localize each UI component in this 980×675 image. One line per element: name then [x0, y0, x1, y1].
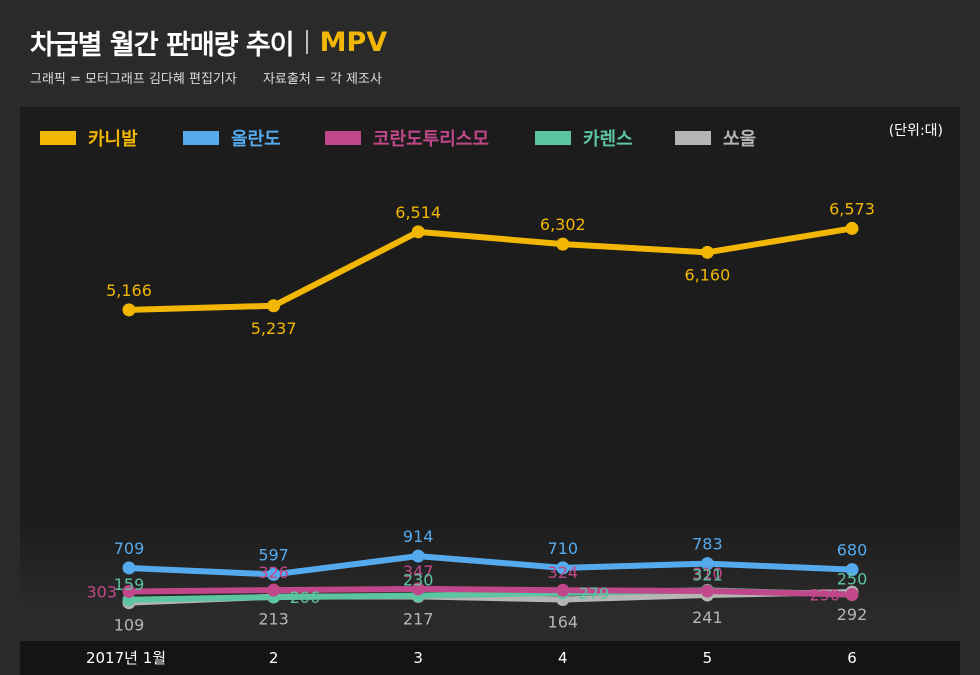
x-axis-bar [20, 641, 960, 675]
data-label: 241 [692, 608, 723, 627]
data-label: 310 [692, 564, 723, 583]
data-label: 217 [403, 609, 434, 628]
data-label: 250 [837, 570, 868, 589]
data-label: 303 [86, 582, 117, 601]
data-point [700, 245, 714, 259]
data-point [845, 588, 859, 602]
data-label: 6,573 [829, 199, 875, 218]
data-label: 709 [114, 539, 145, 558]
legend-swatch [675, 131, 711, 145]
x-tick-label: 6 [847, 649, 857, 667]
legend-label: 코란도투리스모 [373, 129, 489, 150]
data-point [700, 584, 714, 598]
header: 차급별 월간 판매량 추이 MPV 그래픽 = 모터그래프 김다혜 편집기자 자… [30, 20, 404, 88]
legend-swatch [535, 131, 571, 145]
data-label: 109 [114, 616, 145, 635]
page-subtitle: MPV [319, 26, 388, 58]
legend-swatch [183, 131, 219, 145]
data-point [411, 549, 425, 563]
x-tick-label: 4 [558, 649, 568, 667]
x-tick-label: 5 [703, 649, 713, 667]
unit-label: (단위:대) [889, 123, 943, 139]
data-point [122, 561, 136, 575]
source-credit: 자료출처 = 각 제조사 [262, 72, 382, 87]
legend-label: 쏘울 [723, 129, 756, 150]
data-label: 213 [258, 610, 289, 629]
series-line [126, 585, 855, 598]
title-divider [305, 30, 308, 54]
data-label: 347 [403, 562, 434, 581]
data-label: 597 [258, 545, 289, 564]
page-title: 차급별 월간 판매량 추이 [30, 29, 295, 61]
data-label: 783 [692, 535, 723, 554]
x-tick-label: 2 [269, 649, 279, 667]
data-point [845, 563, 859, 577]
legend-swatch [325, 131, 361, 145]
series-line [126, 553, 855, 578]
credits: 그래픽 = 모터그래프 김다혜 편집기자 자료출처 = 각 제조사 [30, 68, 404, 87]
data-label: 250 [809, 586, 840, 605]
data-label: 6,160 [684, 265, 730, 284]
legend-label: 올란도 [231, 129, 281, 150]
data-label: 279 [579, 584, 610, 603]
data-point [122, 303, 136, 317]
data-label: 164 [548, 613, 579, 632]
data-point [556, 561, 570, 575]
series-line [126, 225, 855, 313]
x-tick-label: 3 [413, 649, 423, 667]
data-label: 324 [548, 563, 579, 582]
data-point [267, 567, 281, 581]
data-point [267, 299, 281, 313]
data-point [122, 584, 136, 598]
data-label: 5,237 [251, 319, 297, 338]
data-label: 5,166 [106, 281, 152, 300]
data-point [845, 221, 859, 235]
data-label: 230 [403, 571, 434, 590]
data-label: 680 [837, 541, 868, 560]
data-label: 914 [403, 527, 434, 546]
legend-swatch [40, 131, 76, 145]
title-row: 차급별 월간 판매량 추이 MPV [30, 20, 404, 64]
data-point [267, 583, 281, 597]
data-label: 6,302 [540, 215, 586, 234]
data-point [411, 225, 425, 239]
data-label: 321 [692, 565, 723, 584]
data-label: 710 [548, 539, 579, 558]
data-point [556, 583, 570, 597]
data-label: 292 [837, 605, 868, 624]
chart-panel [20, 107, 960, 620]
legend-label: 카렌스 [583, 129, 633, 150]
data-point [556, 237, 570, 251]
data-label: 206 [290, 588, 321, 607]
x-tick-label: 2017년 1월 [86, 649, 166, 667]
data-label: 6,514 [395, 203, 441, 222]
data-label: 159 [114, 575, 145, 594]
data-point [700, 557, 714, 571]
data-label: 326 [258, 563, 289, 582]
legend-label: 카니발 [88, 129, 138, 150]
graphic-credit: 그래픽 = 모터그래프 김다혜 편집기자 [30, 72, 237, 87]
data-point [411, 582, 425, 596]
